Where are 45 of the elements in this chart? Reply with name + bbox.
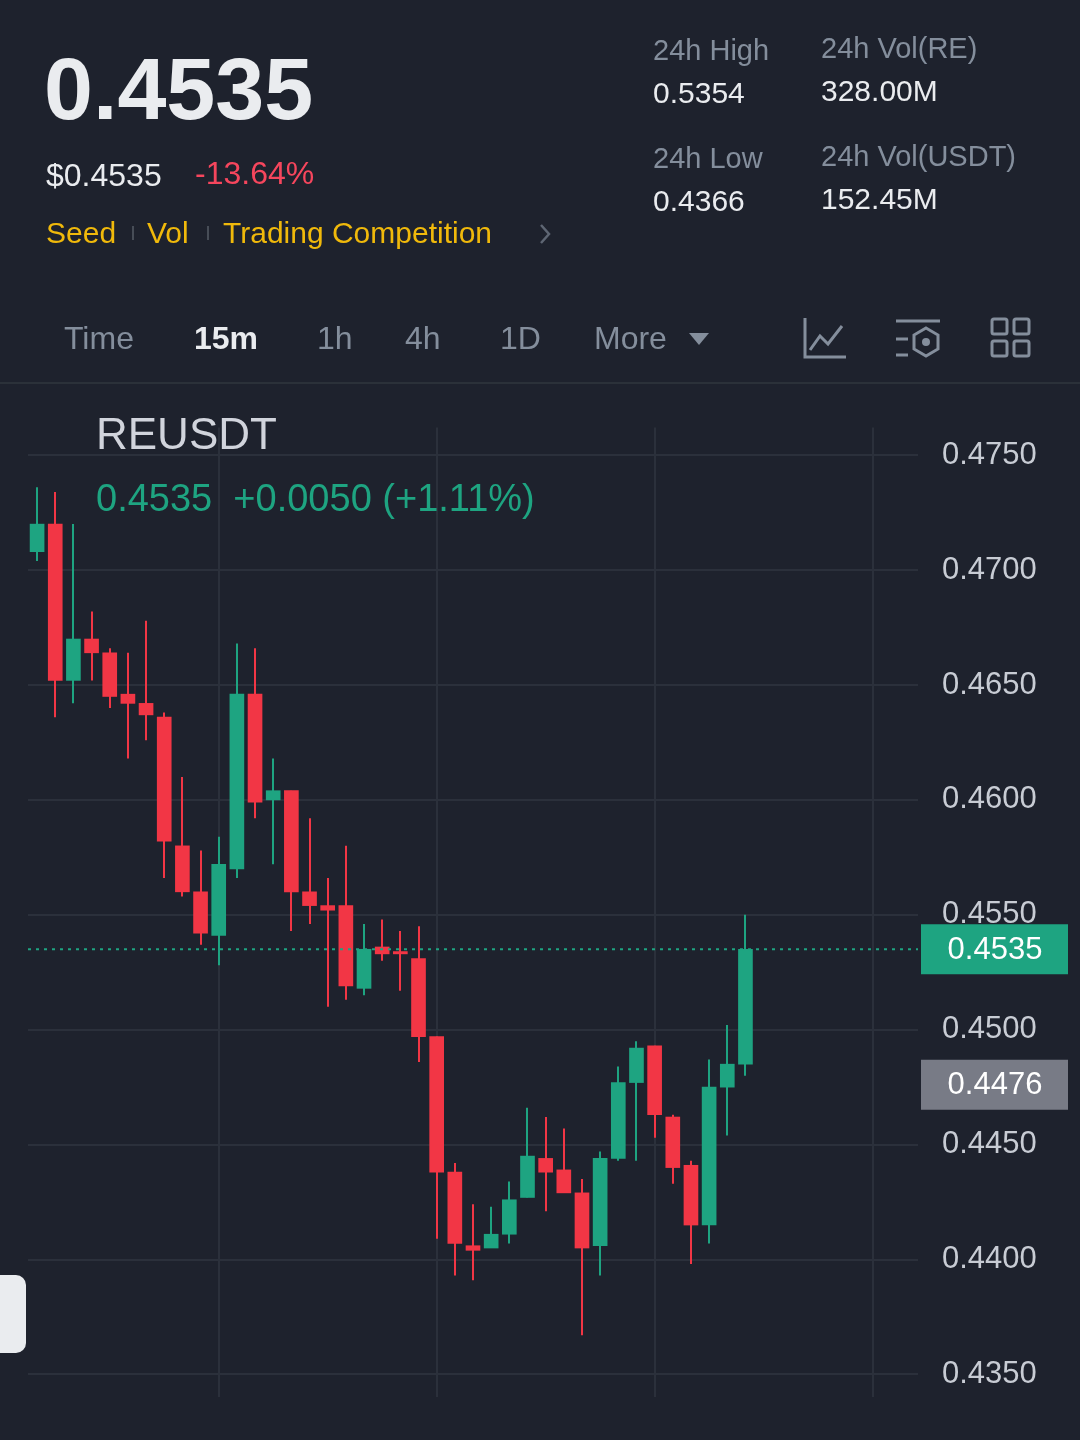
candlestick xyxy=(138,619,154,742)
candlestick xyxy=(84,610,99,682)
ref-line-label: 0.4535 xyxy=(947,930,1043,966)
candlestick xyxy=(393,929,408,992)
text: Seed xyxy=(46,216,117,250)
text: 24h Vol(USDT) xyxy=(821,140,1017,173)
candlestick xyxy=(320,877,336,1008)
candlestick xyxy=(465,1203,481,1282)
chart-title: REUSDT xyxy=(96,409,277,459)
text: 1D xyxy=(500,320,541,357)
text: -13.64% xyxy=(195,155,315,192)
text: 0.4366 xyxy=(653,184,745,218)
text: More xyxy=(594,320,667,357)
text: 24h High xyxy=(653,34,770,67)
text: Time xyxy=(64,320,134,357)
y-tick-label: 0.4600 xyxy=(942,780,1037,816)
text: 1h xyxy=(317,320,353,357)
text: 24h Low xyxy=(653,142,763,175)
text: 15m xyxy=(194,320,259,357)
y-tick-label: 0.4750 xyxy=(942,435,1037,471)
text: 0.5354 xyxy=(653,76,745,110)
text: 328.00M xyxy=(821,74,938,108)
text: 0.4535 +0.0050 (+1.11%) xyxy=(96,477,535,520)
y-tick-label: 0.4400 xyxy=(942,1240,1037,1276)
y-tick-label: 0.4650 xyxy=(942,665,1037,701)
text: 0.4476 xyxy=(947,1066,1043,1102)
text: 24h Vol(RE) xyxy=(821,32,978,65)
text: Trading Competition xyxy=(223,216,493,250)
text: 0.4535 xyxy=(44,38,314,140)
y-tick-label: 0.4350 xyxy=(942,1354,1037,1390)
y-tick-label: 0.4450 xyxy=(942,1125,1037,1161)
y-tick-label: 0.4500 xyxy=(942,1010,1037,1046)
candlestick xyxy=(120,651,136,760)
candlestick xyxy=(302,817,317,925)
text: 4h xyxy=(405,320,441,357)
candlestick xyxy=(556,1127,572,1194)
y-tick-label: 0.4550 xyxy=(942,895,1037,931)
candlestick xyxy=(719,1024,735,1137)
candlestick xyxy=(483,1205,499,1250)
y-tick-label: 0.4700 xyxy=(942,550,1037,586)
text: Vol xyxy=(147,216,189,250)
text: $0.4535 xyxy=(46,157,162,194)
text: 152.45M xyxy=(821,182,938,216)
candlestick xyxy=(538,1116,553,1213)
candlestick xyxy=(265,757,281,866)
